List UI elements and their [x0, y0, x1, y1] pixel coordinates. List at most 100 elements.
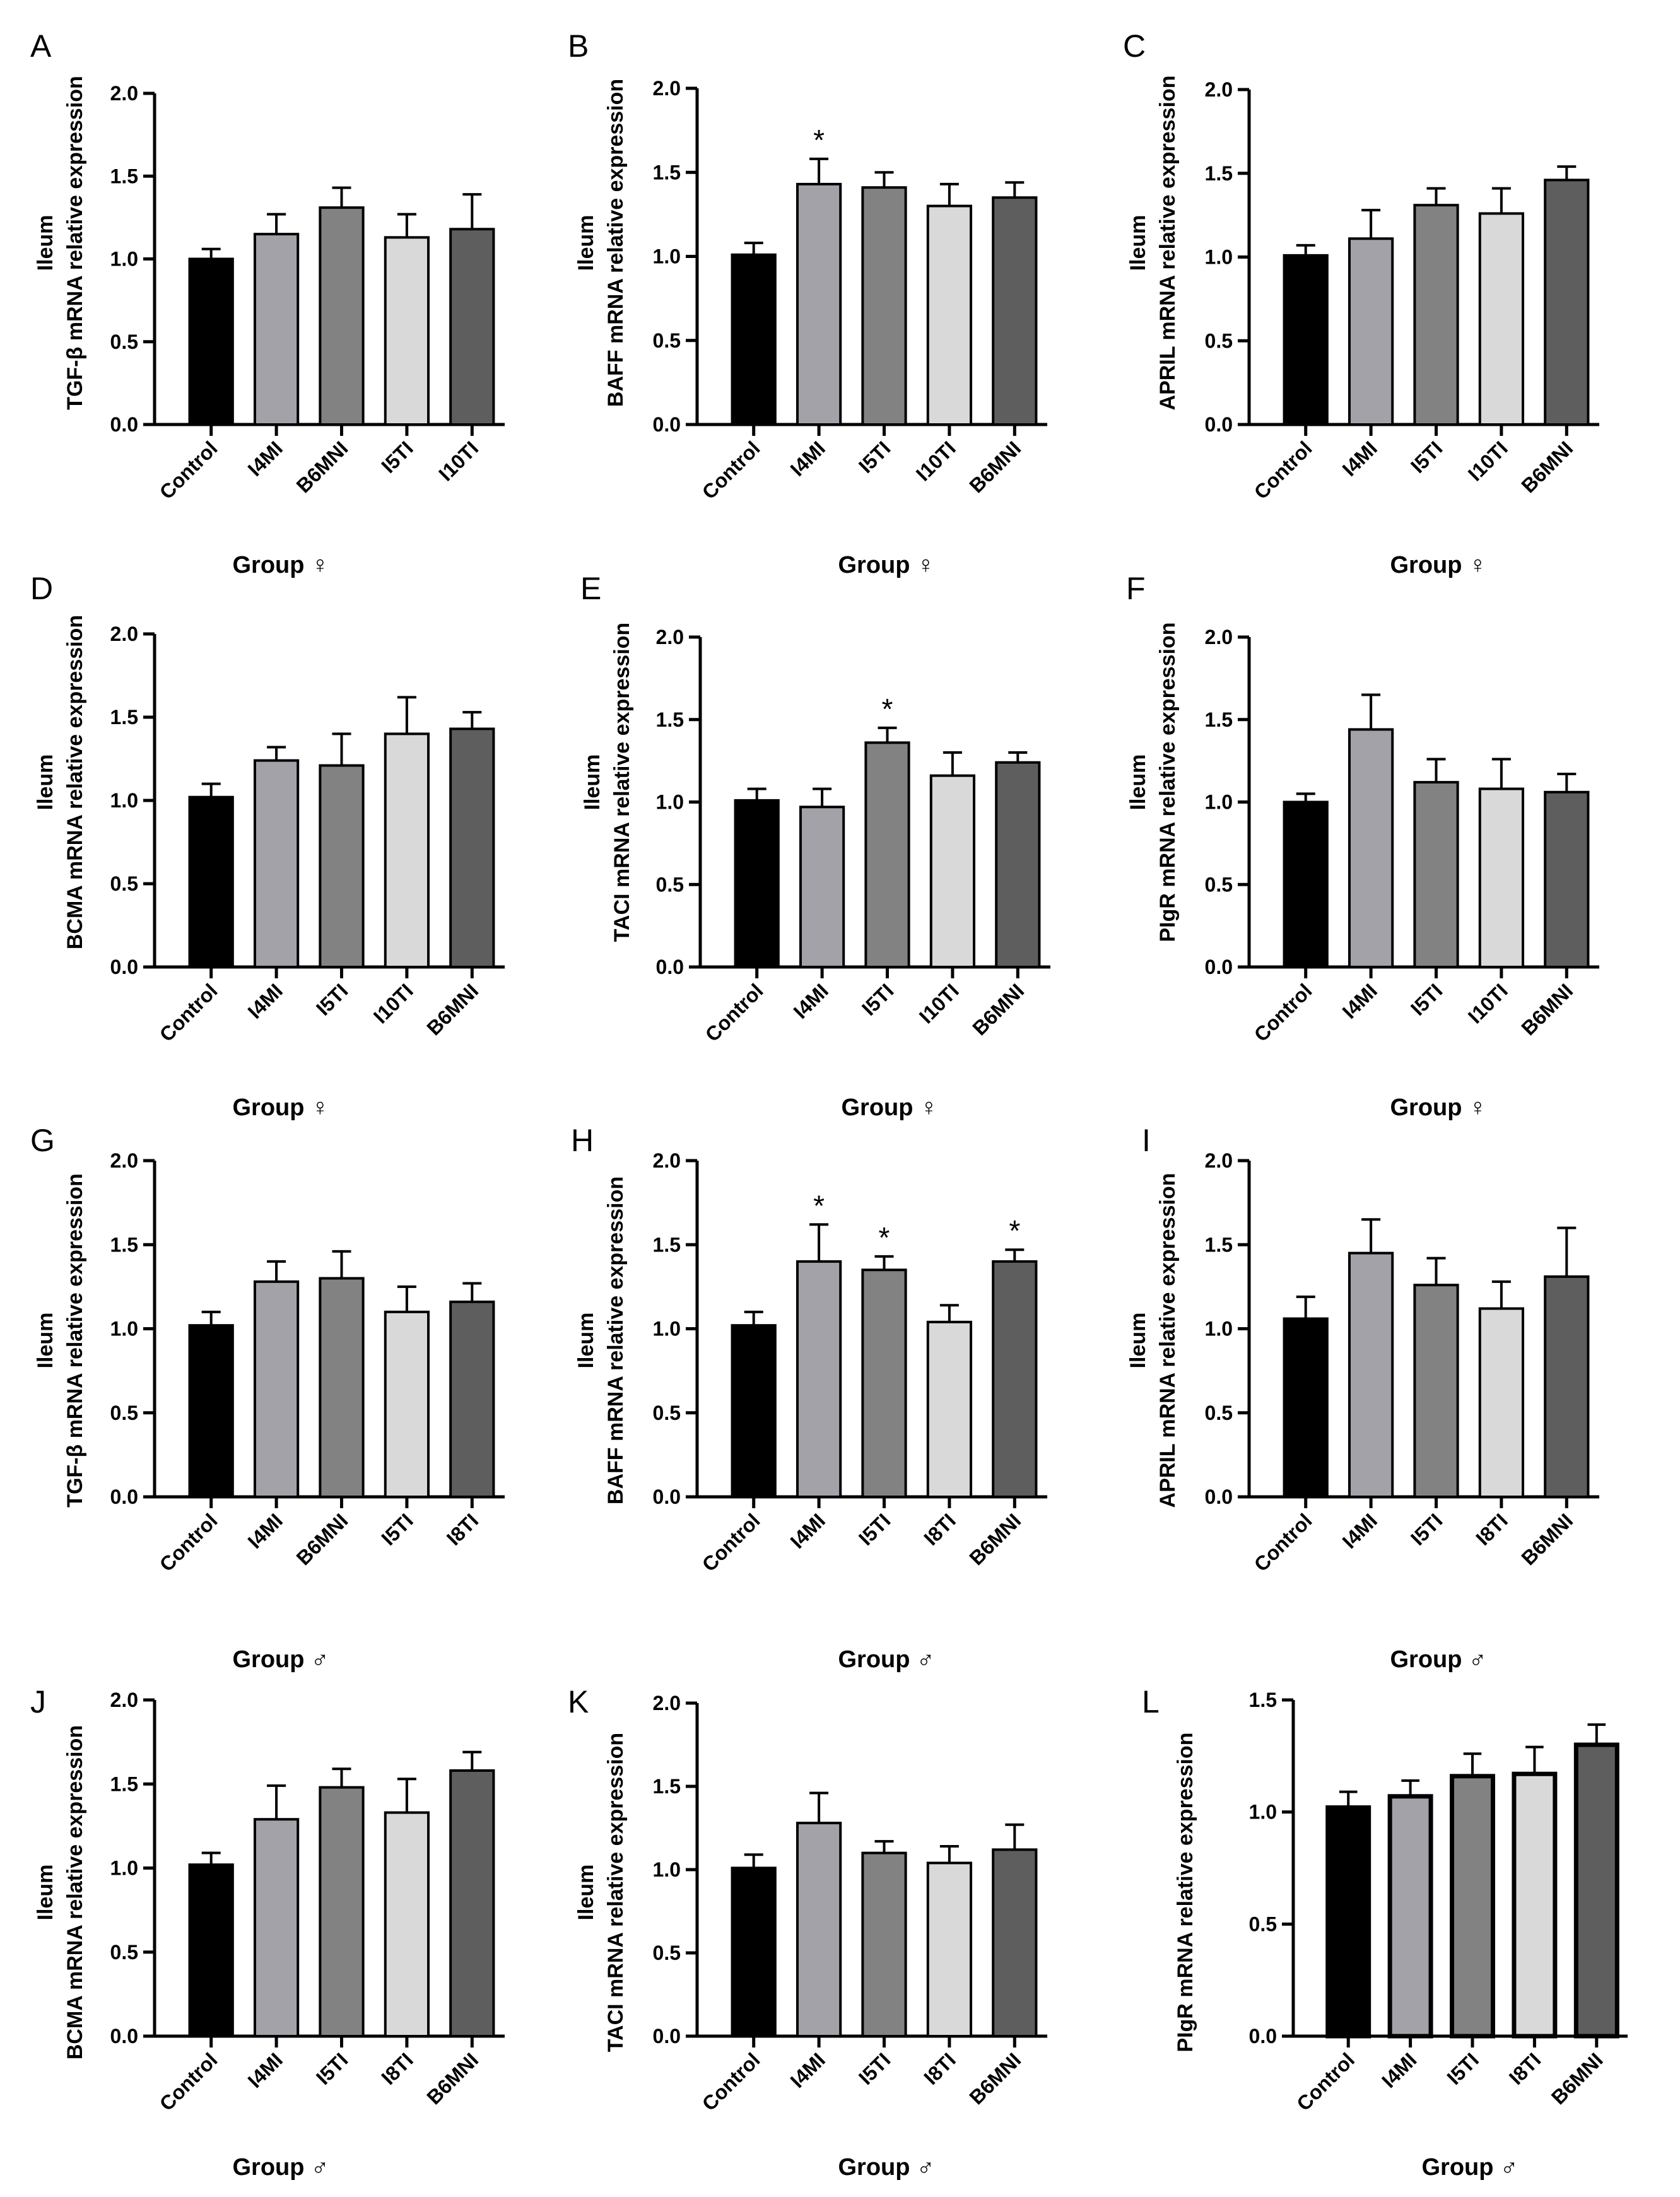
y-tick-label: 1.0 — [656, 791, 684, 814]
bar — [1348, 1251, 1394, 1498]
bar — [384, 1811, 430, 2037]
bar — [1544, 179, 1590, 426]
panel-letter: D — [30, 571, 53, 606]
bar — [384, 1310, 430, 1499]
bar — [926, 1861, 973, 2037]
bar — [731, 253, 777, 426]
bar-chart-G: 0.0 0.5 1.0 1.5 2.0 Control I4MI B6MNI I5TI I8TI — [110, 1149, 505, 1576]
x-axis-label: Group ♂ — [1421, 2154, 1518, 2181]
y-tick-label: 2.0 — [110, 1689, 138, 1711]
bar — [861, 186, 907, 426]
category-label: Control — [698, 436, 765, 503]
bar — [796, 1822, 842, 2038]
panel-D: D Ileum BCMA mRNA relative expression Gr… — [30, 571, 505, 1121]
category-label: I10TI — [1464, 436, 1512, 485]
y-axis-label: BAFF mRNA relative expression — [604, 79, 628, 407]
y-tick-label: 2.0 — [1205, 1149, 1233, 1172]
bar — [319, 1786, 365, 2038]
y-axis-label: BAFF mRNA relative expression — [604, 1176, 628, 1504]
bar-chart-K: 0.0 0.5 1.0 1.5 2.0 Control I4MI I5TI I8TI B6MNI — [653, 1692, 1047, 2115]
bar — [992, 1260, 1038, 1499]
panel-letter: H — [571, 1123, 594, 1158]
bar — [319, 764, 365, 969]
panel-letter: G — [30, 1123, 55, 1158]
y-tick-label: 2.0 — [653, 1149, 681, 1172]
category-label: B6MNI — [965, 436, 1025, 497]
bar — [861, 1851, 907, 2038]
y-tick-label: 1.0 — [1249, 1801, 1277, 1824]
category-label: I4MI — [244, 1509, 287, 1552]
category-label: B6MNI — [422, 979, 483, 1040]
bar — [1544, 790, 1590, 969]
category-label: I10TI — [1464, 979, 1512, 1028]
y-axis-label-top: Ileum — [574, 215, 598, 271]
bar-chart-D: 0.0 0.5 1.0 1.5 2.0 Control I4MI I5TI I10TI B6MNI — [110, 623, 505, 1046]
y-tick-label: 1.5 — [1249, 1689, 1277, 1711]
category-label: I8TI — [919, 2048, 960, 2089]
y-axis-label: TACI mRNA relative expression — [610, 623, 634, 942]
panel-J: J Ileum BCMA mRNA relative expression Gr… — [30, 1684, 505, 2181]
bar — [799, 806, 845, 968]
category-label: I10TI — [912, 436, 960, 485]
bar — [1283, 800, 1329, 968]
bar — [319, 1277, 365, 1499]
bar — [926, 1320, 973, 1499]
category-label: B6MNI — [292, 436, 353, 497]
bar — [1478, 212, 1525, 426]
category-label: I5TI — [854, 1509, 895, 1549]
x-axis-label: Group ♂ — [1390, 1646, 1486, 1673]
category-label: I4MI — [1338, 436, 1382, 480]
y-tick-label: 0.0 — [1205, 413, 1233, 436]
bar — [1348, 728, 1394, 968]
bar — [734, 799, 780, 968]
category-label: B6MNI — [422, 2048, 483, 2109]
panel-F: F Ileum PIgR mRNA relative expression Gr… — [1126, 571, 1599, 1121]
y-axis-label-top: Ileum — [33, 1313, 57, 1369]
y-tick-label: 1.5 — [1205, 162, 1233, 185]
category-label: Control — [698, 1509, 765, 1576]
y-axis-label-top: Ileum — [574, 1313, 598, 1369]
y-tick-label: 1.0 — [653, 1858, 681, 1881]
y-tick-label: 1.0 — [653, 1318, 681, 1340]
bar — [992, 1848, 1038, 2038]
bar — [731, 1866, 777, 2038]
y-axis-label-top: Ileum — [33, 1865, 57, 1921]
y-tick-label: 0.5 — [653, 1402, 681, 1424]
x-axis-label: Group ♀ — [232, 552, 329, 578]
bar — [926, 204, 973, 426]
y-axis-label: APRIL mRNA relative expression — [1156, 76, 1180, 411]
category-label: I5TI — [1406, 979, 1447, 1019]
bar — [188, 257, 234, 426]
bar-chart-A: 0.0 0.5 1.0 1.5 2.0 Control I4MI B6MNI I5TI I10TI — [110, 82, 505, 503]
bar-chart-L: 0.0 0.5 1.0 1.5 Control I4MI I5TI I8TI B6MNI — [1249, 1689, 1628, 2115]
category-label: I5TI — [312, 979, 352, 1019]
panel-letter: L — [1142, 1684, 1160, 1720]
y-tick-label: 1.5 — [653, 161, 681, 184]
y-tick-label: 0.5 — [1249, 1913, 1277, 1935]
bar — [992, 196, 1038, 426]
y-tick-label: 2.0 — [653, 77, 681, 100]
panel-L: L PIgR mRNA relative expression Group ♂ … — [1142, 1684, 1628, 2181]
y-tick-label: 1.0 — [653, 245, 681, 268]
category-label: Control — [1250, 1509, 1317, 1576]
y-axis-label: BCMA mRNA relative expression — [63, 615, 87, 949]
bar — [384, 732, 430, 969]
bar — [1283, 1317, 1329, 1498]
category-label: I5TI — [377, 1509, 417, 1549]
category-label: I5TI — [1406, 1509, 1447, 1549]
y-axis-label: BCMA mRNA relative expression — [63, 1725, 87, 2059]
y-tick-label: 2.0 — [656, 626, 684, 648]
panel-K: K Ileum TACI mRNA relative expression Gr… — [568, 1684, 1047, 2181]
y-axis-label: TGF-β mRNA relative expression — [63, 1173, 87, 1508]
y-tick-label: 1.5 — [1205, 708, 1233, 731]
y-tick-label: 0.5 — [1205, 873, 1233, 896]
x-axis-label: Group ♀ — [1390, 552, 1486, 578]
y-tick-label: 1.0 — [110, 1857, 138, 1880]
panel-letter: A — [30, 28, 52, 64]
y-tick-label: 2.0 — [110, 82, 138, 105]
bar — [1478, 1307, 1525, 1499]
bar — [188, 1863, 234, 2037]
category-label: I5TI — [854, 436, 895, 477]
y-tick-label: 0.5 — [653, 1942, 681, 1964]
